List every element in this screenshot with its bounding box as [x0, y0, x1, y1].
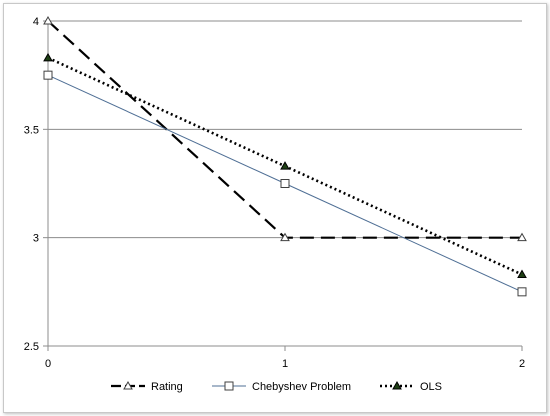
data-point	[43, 15, 53, 25]
legend-label: OLS	[420, 381, 442, 393]
legend-item: OLS	[380, 380, 442, 393]
x-tick-label: 1	[282, 358, 288, 370]
data-point	[517, 232, 527, 242]
data-point	[43, 52, 53, 62]
legend-marker	[123, 380, 133, 390]
data-point	[280, 161, 290, 170]
x-tick-label: 2	[519, 358, 525, 370]
data-point	[280, 232, 290, 242]
x-tick-label: 0	[45, 358, 51, 370]
data-point	[517, 269, 527, 278]
series-chebyshev-problem	[43, 70, 527, 297]
y-tick-label: 3	[33, 233, 39, 245]
data-point	[517, 287, 527, 297]
y-tick-label: 2.5	[24, 341, 39, 353]
data-point	[43, 70, 53, 80]
legend: Rating Chebyshev Problem OLS	[111, 380, 442, 393]
y-tick-labels: 2.5 3 3.5 4	[24, 16, 39, 353]
legend-label: Rating	[151, 381, 183, 393]
chart-frame	[3, 3, 547, 413]
legend-item: Chebyshev Problem	[212, 381, 351, 393]
x-tick-labels: 0 1 2	[45, 346, 525, 370]
y-tick-label: 4	[33, 16, 39, 28]
legend-item: Rating	[111, 380, 183, 393]
legend-marker	[392, 380, 402, 390]
series-layer	[43, 15, 527, 297]
data-point	[280, 179, 290, 188]
y-tick-label: 3.5	[24, 124, 39, 136]
series-ols	[43, 52, 527, 278]
legend-marker	[224, 381, 234, 391]
legend-label: Chebyshev Problem	[252, 381, 351, 393]
